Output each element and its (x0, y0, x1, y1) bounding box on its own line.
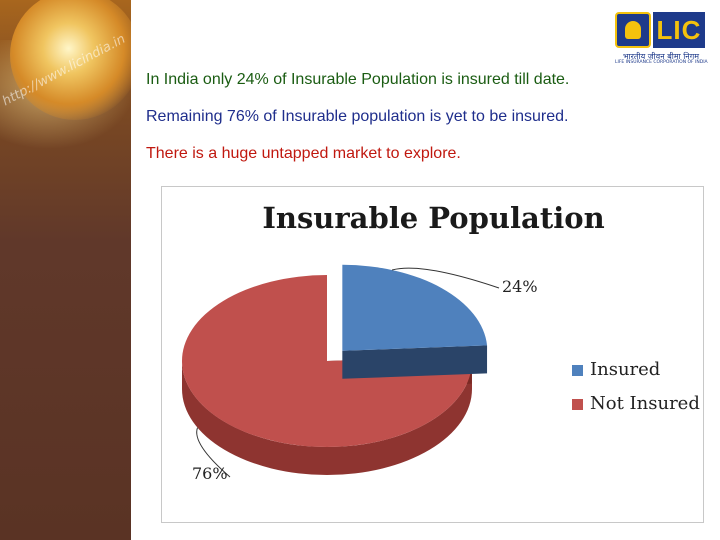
globe-graphic (10, 0, 131, 120)
statement-uninsured: Remaining 76% of Insurable population is… (146, 108, 569, 125)
pie-cut-face-insured-1 (342, 345, 488, 379)
data-label-insured: 24% (502, 277, 538, 296)
statement-market: There is a huge untapped market to explo… (146, 145, 461, 162)
lic-logo-text: LIC (653, 12, 705, 48)
statement-insured: In India only 24% of Insurable Populatio… (146, 71, 570, 88)
pie-chart (181, 264, 500, 478)
sidebar-banner: http://www.licindia.in (0, 0, 131, 540)
pie-slice-not-insured (181, 275, 472, 447)
pie-side-not-insured-0 (182, 361, 472, 475)
lic-emblem-icon (615, 12, 651, 48)
legend-label-insured: Insured (590, 359, 661, 380)
lic-logo-english: LIFE INSURANCE CORPORATION OF INDIA (615, 60, 708, 65)
legend-swatch-insured (572, 365, 583, 376)
chart-title: Insurable Population (262, 201, 605, 235)
pie-slice-insured (342, 264, 488, 351)
lic-logo-hindi: भारतीय जीवन बीमा निगम (622, 52, 700, 61)
leader-line-not-insured (196, 427, 231, 478)
legend-swatch-not-insured (572, 399, 583, 410)
data-label-not-insured: 76% (192, 464, 228, 483)
lic-logo: LIC भारतीय जीवन बीमा निगम LIFE INSURANCE… (615, 12, 708, 66)
leader-line-insured (391, 267, 500, 289)
pie-chart-panel: Insurable Population Insured Not Insured… (161, 186, 704, 523)
legend-label-not-insured: Not Insured (590, 393, 700, 414)
